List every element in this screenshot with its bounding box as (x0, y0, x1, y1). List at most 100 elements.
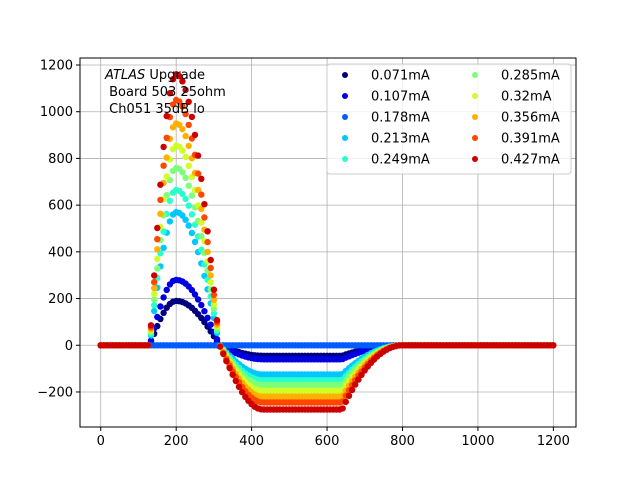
data-point (154, 265, 161, 272)
data-point (179, 125, 186, 133)
legend-box (326, 63, 572, 175)
data-point (182, 86, 189, 94)
data-point (210, 310, 218, 317)
data-point (550, 342, 557, 349)
data-point (154, 246, 161, 253)
data-point (166, 197, 174, 204)
y-tick-label: 0 (65, 339, 73, 354)
data-point (151, 296, 158, 303)
data-point (342, 398, 349, 406)
data-point (226, 364, 233, 372)
data-point (204, 314, 211, 321)
y-tick-label: 800 (48, 152, 73, 167)
data-point (194, 186, 202, 194)
data-point (204, 228, 211, 235)
data-point (188, 211, 196, 218)
data-point (169, 76, 177, 83)
data-point (151, 278, 158, 286)
annotation-upgrade: Upgrade (145, 68, 205, 83)
annotation-line-3: Ch051 35dB lo (105, 102, 205, 117)
data-point (229, 371, 236, 378)
data-point (355, 376, 362, 383)
data-point (163, 154, 170, 161)
data-point (191, 131, 199, 139)
data-point (216, 343, 224, 350)
data-point (176, 72, 183, 80)
data-point (157, 303, 164, 310)
legend-marker (472, 156, 478, 162)
data-point (220, 350, 227, 358)
legend-marker (342, 114, 348, 120)
data-point (188, 113, 196, 121)
data-point (238, 388, 246, 396)
data-point (191, 291, 199, 298)
data-point (157, 196, 164, 204)
y-tick-label: 600 (48, 199, 73, 214)
x-tick-label: 800 (390, 434, 415, 449)
legend-marker (342, 156, 348, 162)
legend-marker (342, 135, 348, 141)
legend: 0.071mA 0.107mA 0.178mA 0.213mA 0.249mA 0.285… (326, 63, 572, 175)
data-point (185, 142, 192, 150)
data-point (169, 101, 177, 108)
data-point (151, 272, 158, 279)
x-tick-label: 600 (315, 434, 340, 449)
data-point (201, 201, 208, 208)
plot-frame (79, 57, 577, 428)
data-point (163, 173, 170, 180)
axis-ticks: 0 200 400 600 800 1000 1200 −200 0 200 400 600 800 10… (37, 59, 570, 449)
y-tick-label: 200 (48, 292, 73, 307)
legend-label: 0.249mA (371, 153, 430, 168)
data-point (157, 210, 164, 217)
data-point (160, 244, 167, 251)
data-point (213, 336, 221, 343)
data-point (210, 301, 218, 308)
data-point (185, 162, 192, 169)
x-tick-label: 1200 (537, 434, 570, 449)
data-point (207, 272, 214, 279)
data-point (185, 182, 192, 189)
data-point (182, 195, 189, 203)
data-point (235, 383, 243, 390)
data-point (358, 371, 365, 379)
data-point (179, 190, 186, 198)
legend-label: 0.32mA (501, 90, 552, 105)
data-point (348, 386, 356, 394)
y-tick-label: 1200 (40, 59, 73, 74)
data-point (198, 205, 205, 213)
data-point (345, 392, 353, 399)
data-point (198, 301, 205, 309)
series-0.427mA (97, 71, 557, 413)
legend-marker (342, 93, 348, 99)
data-point (154, 255, 161, 263)
data-point (182, 132, 189, 140)
data-point (191, 238, 199, 246)
data-point (176, 98, 183, 105)
data-point (179, 103, 186, 110)
legend-label: 0.107mA (371, 90, 430, 105)
data-point (207, 264, 214, 272)
data-point (163, 134, 170, 141)
x-tick-label: 0 (97, 434, 105, 449)
data-point (182, 216, 189, 223)
data-point (210, 305, 218, 313)
data-point (194, 296, 202, 303)
legend-label: 0.391mA (501, 132, 560, 147)
data-point (207, 321, 214, 328)
legend-label: 0.071mA (371, 69, 430, 84)
data-point (179, 147, 186, 154)
data-point (185, 222, 192, 229)
data-point (185, 121, 192, 129)
data-point (204, 248, 211, 256)
data-point (198, 233, 205, 240)
data-point (201, 214, 208, 221)
data-point (144, 342, 152, 349)
data-point (151, 307, 158, 315)
data-point (160, 309, 167, 316)
data-point (166, 90, 174, 97)
legend-label: 0.178mA (371, 111, 430, 126)
x-tick-label: 1000 (461, 434, 494, 449)
data-point (160, 143, 167, 151)
legend-marker (472, 93, 478, 99)
